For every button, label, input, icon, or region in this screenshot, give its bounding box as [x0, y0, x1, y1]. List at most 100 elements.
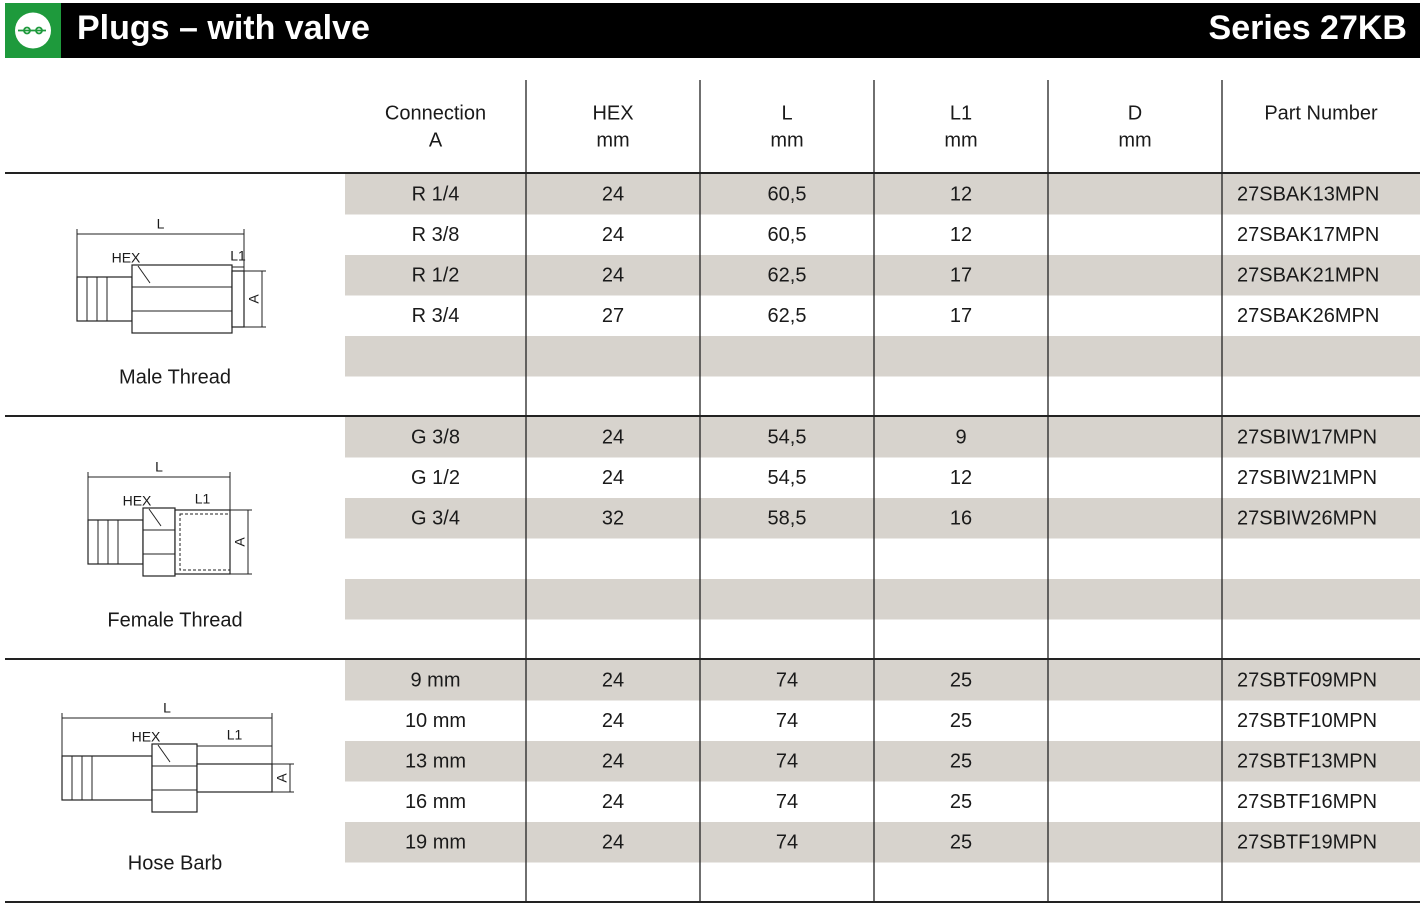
- cell: 25: [950, 670, 972, 692]
- cell: 62,5: [768, 265, 807, 287]
- part-number: 27SBIW17MPN: [1237, 427, 1377, 449]
- dim-label: L1: [230, 248, 246, 264]
- cell: 74: [776, 710, 798, 732]
- cell: 25: [950, 791, 972, 813]
- cell: 54,5: [768, 427, 807, 449]
- cell: 24: [602, 467, 624, 489]
- group-label: Female Thread: [107, 609, 242, 631]
- group-label: Hose Barb: [128, 852, 223, 874]
- dim-label: L1: [195, 491, 211, 507]
- series: Series 27KB: [1209, 9, 1407, 47]
- cell: 74: [776, 791, 798, 813]
- part-number: 27SBIW26MPN: [1237, 508, 1377, 530]
- dim-label: L: [155, 459, 163, 475]
- cell: 9 mm: [411, 670, 461, 692]
- column-unit: mm: [770, 129, 803, 151]
- column-label: Connection: [385, 102, 486, 124]
- leader: [157, 744, 171, 763]
- leader: [137, 265, 151, 284]
- part-number: 27SBTF09MPN: [1237, 670, 1377, 692]
- hex: [131, 264, 233, 334]
- dim-label: L: [157, 216, 165, 232]
- bore: [179, 513, 231, 571]
- tail: [196, 763, 273, 793]
- column-unit: mm: [944, 129, 977, 151]
- row-shade: [345, 336, 1420, 377]
- cell: 25: [950, 751, 972, 773]
- column-unit: A: [429, 129, 443, 151]
- part-number: 27SBTF13MPN: [1237, 751, 1377, 773]
- column-label: D: [1128, 102, 1142, 124]
- header-bar: [5, 3, 1420, 58]
- cell: 16 mm: [405, 791, 466, 813]
- cell: 32: [602, 508, 624, 530]
- cell: G 3/8: [411, 427, 460, 449]
- title: Plugs – with valve: [77, 9, 370, 47]
- dim-label: HEX: [123, 493, 152, 509]
- row-shade: [345, 417, 1420, 458]
- part-number: 27SBAK21MPN: [1237, 265, 1379, 287]
- cell: 54,5: [768, 467, 807, 489]
- column-label: L1: [950, 102, 972, 124]
- nipple: [76, 276, 133, 322]
- cell: R 1/4: [412, 184, 460, 206]
- cell: G 1/2: [411, 467, 460, 489]
- cell: R 1/2: [412, 265, 460, 287]
- cell: 27: [602, 305, 624, 327]
- dim-label: L1: [227, 727, 243, 743]
- cell: 9: [955, 427, 966, 449]
- cell: 12: [950, 224, 972, 246]
- leader: [148, 508, 162, 527]
- part-number: 27SBAK17MPN: [1237, 224, 1379, 246]
- cell: 10 mm: [405, 710, 466, 732]
- part-number: 27SBTF19MPN: [1237, 832, 1377, 854]
- cell: 17: [950, 305, 972, 327]
- column-label: Part Number: [1264, 102, 1378, 124]
- cell: G 3/4: [411, 508, 460, 530]
- row-shade: [345, 255, 1420, 296]
- row-shade: [345, 174, 1420, 215]
- cell: 58,5: [768, 508, 807, 530]
- cell: 24: [602, 791, 624, 813]
- cell: 13 mm: [405, 751, 466, 773]
- cell: 12: [950, 184, 972, 206]
- cell: 74: [776, 832, 798, 854]
- part-number: 27SBAK13MPN: [1237, 184, 1379, 206]
- cell: 60,5: [768, 224, 807, 246]
- cell: 24: [602, 265, 624, 287]
- dim-label: L: [163, 700, 171, 716]
- tail: [231, 270, 245, 328]
- cell: 25: [950, 710, 972, 732]
- part-number: 27SBAK26MPN: [1237, 305, 1379, 327]
- column-label: L: [781, 102, 792, 124]
- cell: 24: [602, 710, 624, 732]
- row-shade: [345, 498, 1420, 539]
- cell: 24: [602, 224, 624, 246]
- dim-label: A: [274, 773, 290, 783]
- nipple: [61, 755, 153, 801]
- column-label: HEX: [592, 102, 633, 124]
- column-unit: mm: [596, 129, 629, 151]
- part-number: 27SBTF10MPN: [1237, 710, 1377, 732]
- tail: [174, 509, 231, 575]
- cell: 24: [602, 427, 624, 449]
- row-shade: [345, 579, 1420, 620]
- row-shade: [345, 741, 1420, 782]
- cell: 24: [602, 832, 624, 854]
- group-label: Male Thread: [119, 366, 231, 388]
- cell: 16: [950, 508, 972, 530]
- cell: 19 mm: [405, 832, 466, 854]
- cell: 74: [776, 751, 798, 773]
- dim-label: HEX: [112, 250, 141, 266]
- part-number: 27SBIW21MPN: [1237, 467, 1377, 489]
- cell: 24: [602, 751, 624, 773]
- nipple: [87, 519, 144, 565]
- part-number: 27SBTF16MPN: [1237, 791, 1377, 813]
- cell: R 3/4: [412, 305, 460, 327]
- dim-label: A: [246, 294, 262, 304]
- cell: 62,5: [768, 305, 807, 327]
- cell: R 3/8: [412, 224, 460, 246]
- row-shade: [345, 660, 1420, 701]
- column-unit: mm: [1118, 129, 1151, 151]
- cell: 12: [950, 467, 972, 489]
